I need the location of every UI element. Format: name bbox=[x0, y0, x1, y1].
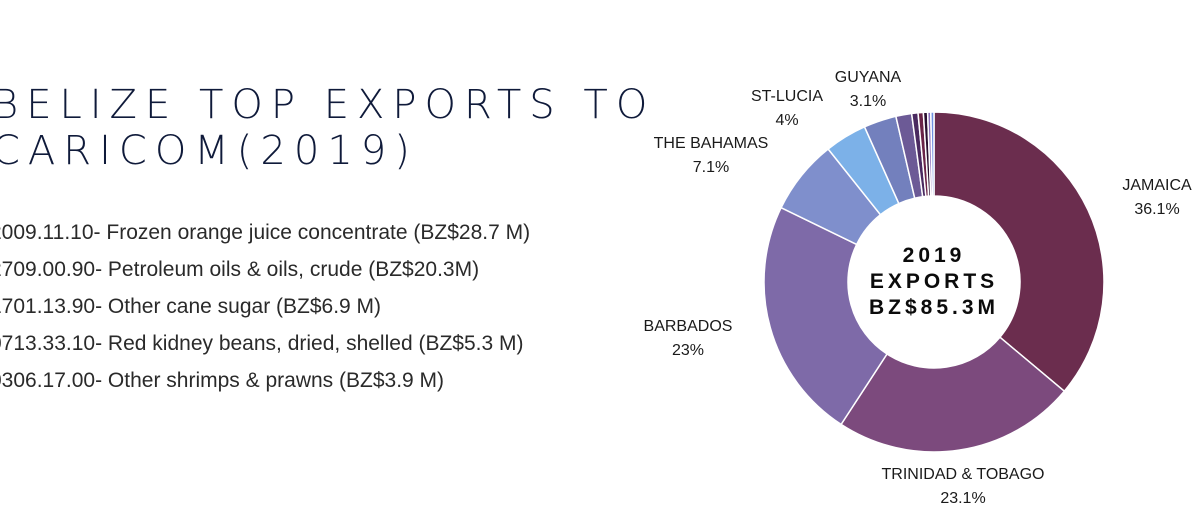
slice-label: TRINIDAD & TOBAGO bbox=[882, 466, 1045, 483]
slice-label: BARBADOS bbox=[644, 318, 733, 335]
title-line-1: BELIZE TOP EXPORTS TO bbox=[0, 82, 656, 128]
export-item: 2009.11.10- Frozen orange juice concentr… bbox=[0, 221, 531, 244]
slice-value-label: 4% bbox=[775, 112, 798, 129]
slice-label: JAMAICA bbox=[1122, 177, 1192, 194]
export-item: 0713.33.10- Red kidney beans, dried, she… bbox=[0, 332, 524, 355]
pie-slice-jamaica bbox=[933, 111, 1105, 393]
slice-label: THE BAHAMAS bbox=[654, 135, 769, 152]
slice-value-label: 36.1% bbox=[1134, 201, 1179, 218]
slice-label: GUYANA bbox=[835, 69, 902, 86]
slice-value-label: 23.1% bbox=[940, 490, 985, 507]
title-line-2: CARICOM(2019) bbox=[0, 128, 418, 174]
exports-list: 2009.11.10- Frozen orange juice concentr… bbox=[0, 214, 530, 399]
pie-slice-trinidad-tobago bbox=[840, 336, 1066, 453]
export-item: 1701.13.90- Other cane sugar (BZ$6.9 M) bbox=[0, 295, 382, 318]
pie-slice-minor-11 bbox=[930, 111, 935, 197]
page-title: BELIZE TOP EXPORTS TO CARICOM(2019) bbox=[0, 82, 655, 174]
export-item: 2709.00.90- Petroleum oils & oils, crude… bbox=[0, 258, 480, 281]
donut-center-label: EXPORTS bbox=[870, 270, 998, 293]
slice-value-label: 23% bbox=[672, 342, 704, 359]
donut-center-label: BZ$85.3M bbox=[869, 296, 999, 319]
export-item: 0306.17.00- Other shrimps & prawns (BZ$3… bbox=[0, 369, 445, 392]
slice-label: ST-LUCIA bbox=[751, 88, 823, 105]
donut-center-label: 2019 bbox=[903, 244, 966, 267]
slice-value-label: 3.1% bbox=[850, 93, 886, 110]
slice-value-label: 7.1% bbox=[693, 159, 729, 176]
pie-slice-barbados bbox=[763, 206, 889, 426]
